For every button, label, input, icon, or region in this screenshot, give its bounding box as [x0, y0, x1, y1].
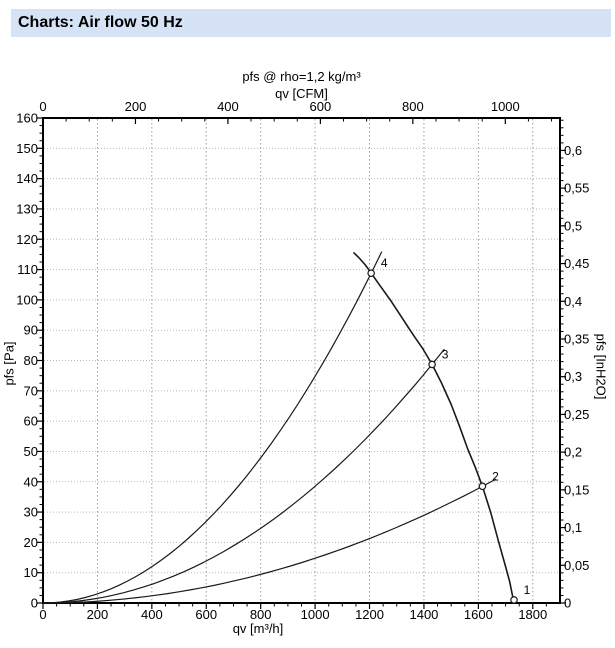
- svg-text:1000: 1000: [301, 607, 330, 622]
- svg-text:0,3: 0,3: [564, 369, 582, 384]
- operating-point-marker-4: [367, 269, 375, 278]
- svg-text:200: 200: [87, 607, 109, 622]
- svg-text:150: 150: [16, 141, 38, 156]
- bottom-axis: 0 200 400 600 800 1000 1200 1400 1600 1800: [39, 603, 547, 622]
- right-axis-title: pfs [InH2O]: [593, 333, 609, 400]
- top-axis: 0 200 400 600 800 1000: [39, 99, 553, 124]
- svg-text:0,15: 0,15: [564, 482, 589, 497]
- svg-text:1600: 1600: [464, 607, 493, 622]
- bottom-axis-title: qv [m³/h]: [232, 621, 284, 636]
- svg-text:130: 130: [16, 201, 38, 216]
- system-curve-to-point-2: [42, 478, 497, 604]
- chart-title: pfs @ rho=1,2 kg/m³: [242, 69, 361, 84]
- operating-points: 4 3 2 1: [367, 256, 531, 604]
- svg-text:0,55: 0,55: [564, 181, 589, 196]
- svg-text:400: 400: [217, 99, 239, 114]
- svg-text:90: 90: [24, 323, 38, 338]
- svg-text:140: 140: [16, 171, 38, 186]
- svg-text:200: 200: [125, 99, 147, 114]
- system-curves: [42, 251, 497, 604]
- svg-text:40: 40: [24, 474, 38, 489]
- operating-point-marker-2: [478, 482, 487, 491]
- svg-text:1200: 1200: [355, 607, 384, 622]
- svg-text:0: 0: [31, 596, 38, 611]
- operating-point-label-3: 3: [442, 347, 449, 361]
- svg-text:0: 0: [39, 99, 46, 114]
- svg-text:0,35: 0,35: [564, 331, 589, 346]
- operating-point-label-4: 4: [381, 256, 388, 270]
- svg-text:80: 80: [24, 353, 38, 368]
- svg-text:400: 400: [141, 607, 163, 622]
- operating-point-label-2: 2: [492, 469, 499, 483]
- svg-text:20: 20: [24, 535, 38, 550]
- vertical-gridlines: [96, 119, 534, 602]
- svg-text:100: 100: [16, 292, 38, 307]
- svg-text:110: 110: [17, 262, 38, 277]
- svg-text:30: 30: [24, 505, 38, 520]
- svg-text:1000: 1000: [491, 99, 520, 114]
- svg-text:0,05: 0,05: [564, 558, 589, 573]
- section-header-title: Charts: Air flow 50 Hz: [18, 14, 183, 31]
- svg-text:0,25: 0,25: [564, 407, 589, 422]
- right-axis: 0 0,05 0,1 0,15 0,2 0,25 0,3 0,35 0,4 0,45 0,5 0,55…: [560, 119, 589, 611]
- svg-text:0,2: 0,2: [564, 445, 582, 460]
- svg-text:10: 10: [24, 565, 38, 580]
- svg-text:600: 600: [310, 99, 332, 114]
- fan-curve: [353, 252, 515, 604]
- svg-text:800: 800: [402, 99, 424, 114]
- section-header-bar: Charts: Air flow 50 Hz: [11, 9, 611, 37]
- svg-text:0,5: 0,5: [564, 218, 582, 233]
- fan-pressure-curve: [353, 252, 515, 604]
- operating-point-label-1: 1: [524, 583, 531, 597]
- svg-text:0,1: 0,1: [564, 520, 582, 535]
- svg-text:160: 160: [16, 111, 38, 126]
- svg-text:60: 60: [24, 414, 38, 429]
- svg-text:0,45: 0,45: [564, 256, 589, 271]
- svg-text:0: 0: [39, 607, 46, 622]
- svg-text:120: 120: [16, 232, 38, 247]
- svg-text:800: 800: [250, 607, 272, 622]
- svg-text:0: 0: [564, 596, 571, 611]
- system-curve-to-point-4: [42, 251, 383, 604]
- svg-text:50: 50: [24, 444, 38, 459]
- top-axis-title: qv [CFM]: [275, 86, 328, 101]
- left-axis: 0 10 20 30 40 50 60 70 80 90 100 110 120 130 140 150 160: [16, 111, 43, 611]
- operating-point-marker-1: [510, 596, 518, 604]
- svg-text:600: 600: [195, 607, 217, 622]
- system-curve-to-point-3: [42, 348, 445, 604]
- operating-point-marker-3: [428, 360, 436, 369]
- svg-text:0,4: 0,4: [564, 294, 582, 309]
- left-axis-title: pfs [Pa]: [1, 341, 17, 386]
- svg-text:70: 70: [24, 383, 38, 398]
- svg-text:1800: 1800: [518, 607, 547, 622]
- horizontal-gridlines: [44, 147, 559, 574]
- svg-text:1400: 1400: [409, 607, 438, 622]
- svg-text:0,6: 0,6: [564, 143, 582, 158]
